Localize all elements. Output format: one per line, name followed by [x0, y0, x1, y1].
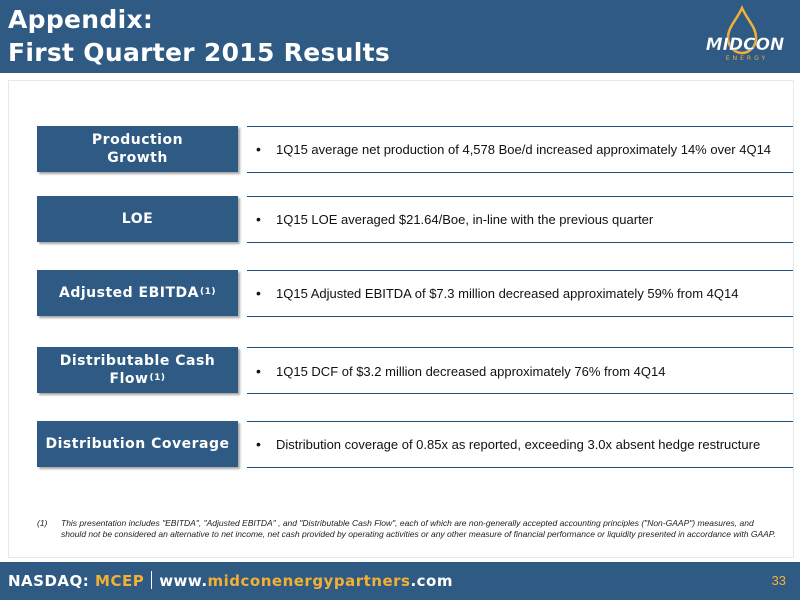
label-line: Growth: [107, 150, 168, 166]
divider: [247, 172, 793, 173]
label-distribution-coverage: Distribution Coverage: [37, 421, 238, 467]
divider: [247, 347, 793, 348]
ticker-symbol: MCEP: [95, 572, 145, 590]
page-number: 33: [771, 573, 786, 588]
website-link[interactable]: www.midconenergypartners.com: [159, 572, 453, 590]
title-box: Appendix: First Quarter 2015 Results: [0, 0, 392, 73]
bullet-text: 1Q15 DCF of $3.2 million decreased appro…: [276, 364, 666, 379]
footnote-ref: (1): [200, 287, 216, 297]
footnote-text: This presentation includes "EBITDA", "Ad…: [61, 518, 776, 539]
bullet-icon: •: [256, 141, 261, 157]
label-production-growth: Production Growth: [37, 126, 238, 172]
bullet-text: 1Q15 LOE averaged $21.64/Boe, in-line wi…: [276, 212, 654, 227]
divider: [247, 196, 793, 197]
divider: [247, 126, 793, 127]
logo-subtext: ENERGY: [726, 55, 768, 62]
label-loe: LOE: [37, 196, 238, 242]
footer: NASDAQ: MCEP www.midconenergypartners.com…: [0, 562, 800, 600]
header-band: [392, 0, 800, 73]
divider: [247, 421, 793, 422]
logo-wordmark: MIDCON: [706, 35, 785, 55]
footnote-number: (1): [37, 518, 48, 528]
title-line-1: Appendix:: [8, 5, 154, 34]
bullet-production-growth: • 1Q15 average net production of 4,578 Bo…: [256, 141, 771, 157]
bullet-text: Distribution coverage of 0.85x as report…: [276, 437, 761, 452]
label-line: Adjusted EBITDA: [59, 285, 199, 301]
bullet-icon: •: [256, 211, 261, 227]
website-prefix: www.: [159, 572, 208, 590]
bullet-loe: • 1Q15 LOE averaged $21.64/Boe, in-line w…: [256, 211, 653, 227]
label-line: Production: [91, 132, 184, 148]
page-title: Appendix: First Quarter 2015 Results: [8, 3, 390, 69]
label-distributable-cash-flow: Distributable Cash Flow(1): [37, 347, 238, 393]
divider: [247, 242, 793, 243]
divider: [247, 393, 793, 394]
footer-separator: [151, 571, 153, 589]
title-line-2: First Quarter 2015 Results: [8, 38, 391, 67]
bullet-icon: •: [256, 436, 261, 452]
divider: [247, 316, 793, 317]
label-line: Flow: [109, 371, 149, 387]
bullet-icon: •: [256, 363, 261, 379]
bullet-adjusted-ebitda: • 1Q15 Adjusted EBITDA of $7.3 million de…: [256, 285, 738, 301]
website-suffix: .com: [410, 572, 453, 590]
footnote: (1) This presentation includes "EBITDA",…: [37, 518, 777, 540]
divider: [247, 467, 793, 468]
footnote-ref: (1): [149, 373, 166, 383]
exchange-label: NASDAQ:: [8, 572, 90, 590]
divider: [247, 270, 793, 271]
label-line: Distributable Cash: [59, 353, 216, 369]
website-domain: midconenergypartners: [207, 572, 411, 590]
label-adjusted-ebitda: Adjusted EBITDA(1): [37, 270, 238, 316]
footer-text: NASDAQ: MCEP www.midconenergypartners.com: [8, 571, 453, 590]
bullet-icon: •: [256, 285, 261, 301]
bullet-text: 1Q15 average net production of 4,578 Boe…: [276, 142, 772, 157]
header: Appendix: First Quarter 2015 Results MID…: [0, 0, 800, 73]
label-line: Distribution Coverage: [45, 436, 230, 452]
bullet-distributable-cash-flow: • 1Q15 DCF of $3.2 million decreased appr…: [256, 363, 665, 379]
bullet-distribution-coverage: • Distribution coverage of 0.85x as repor…: [256, 436, 760, 452]
bullet-text: 1Q15 Adjusted EBITDA of $7.3 million dec…: [276, 286, 739, 301]
label-line: LOE: [121, 211, 154, 227]
midcon-logo: MIDCON ENERGY: [706, 5, 785, 62]
